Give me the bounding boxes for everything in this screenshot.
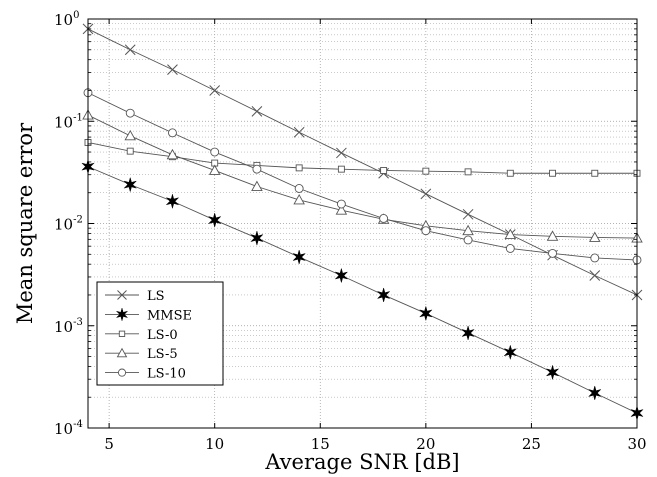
legend-label: LS xyxy=(147,289,165,304)
data-point-ls xyxy=(462,208,474,220)
y-tick-label: 10-1 xyxy=(54,112,83,131)
data-point-ls-5 xyxy=(462,224,474,236)
data-point-ls xyxy=(251,105,263,117)
data-point-mmse xyxy=(545,364,560,381)
legend-entry: MMSE xyxy=(105,307,192,323)
data-point-ls-5 xyxy=(504,228,517,239)
series-line-ls-10 xyxy=(87,92,638,261)
data-point-ls xyxy=(209,85,221,96)
data-point-ls-10 xyxy=(252,164,262,174)
series-line-mmse xyxy=(87,166,638,414)
y-tick-label: 10-4 xyxy=(54,419,83,438)
data-point-ls-10 xyxy=(125,108,135,118)
y-axis-title: Mean square error xyxy=(13,122,37,324)
legend: LS MMSE LS-0 LS-5 LS-10 xyxy=(96,281,224,386)
x-axis-title: Average SNR [dB] xyxy=(264,450,459,474)
data-point-mmse xyxy=(418,305,433,322)
data-point-mmse xyxy=(292,249,307,265)
data-point-ls-0 xyxy=(422,167,430,175)
data-point-ls-5 xyxy=(589,231,601,242)
legend-label: LS-0 xyxy=(147,328,178,343)
data-point-ls-10 xyxy=(463,235,473,245)
series-line-ls xyxy=(87,28,638,296)
data-point-ls xyxy=(124,44,136,56)
legend-marker xyxy=(115,307,129,322)
x-tick-label: 30 xyxy=(627,435,646,453)
y-tick-label: 10-2 xyxy=(54,215,83,234)
data-point-ls-0 xyxy=(295,164,303,172)
data-point-mmse xyxy=(165,193,180,210)
data-point-mmse xyxy=(587,385,602,401)
legend-label: MMSE xyxy=(147,308,192,323)
data-point-mmse xyxy=(250,230,264,247)
legend-marker xyxy=(118,330,126,337)
legend-entry: LS-5 xyxy=(105,347,178,362)
legend-entry: LS-0 xyxy=(105,328,178,343)
x-tick-label: 20 xyxy=(416,435,435,453)
legend-entry: LS xyxy=(105,289,165,304)
data-point-mmse xyxy=(376,287,391,303)
data-point-ls-10 xyxy=(421,226,431,236)
data-point-mmse xyxy=(123,176,138,193)
data-point-mmse xyxy=(334,267,349,284)
data-point-ls-10 xyxy=(590,253,600,263)
data-point-ls-5 xyxy=(546,230,559,241)
legend-label: LS-5 xyxy=(147,347,178,362)
data-point-ls xyxy=(336,147,347,159)
data-point-ls-5 xyxy=(166,148,179,160)
legend-marker xyxy=(117,368,127,377)
data-point-ls-5 xyxy=(208,164,221,175)
series-ls-5 xyxy=(82,109,643,243)
series-layer xyxy=(81,23,644,422)
x-tick-label: 15 xyxy=(311,435,330,453)
data-point-ls-10 xyxy=(294,184,304,193)
data-point-ls-5 xyxy=(335,204,348,215)
data-point-ls-0 xyxy=(380,167,388,174)
data-point-mmse xyxy=(503,344,518,361)
data-point-ls-10 xyxy=(548,248,557,258)
legend-marker xyxy=(117,290,127,300)
data-point-ls-0 xyxy=(464,168,472,176)
data-point-ls-0 xyxy=(126,147,134,155)
legend-marker xyxy=(116,347,128,358)
data-point-ls-5 xyxy=(251,180,263,191)
y-tick-label: 100 xyxy=(54,10,79,29)
data-point-ls-0 xyxy=(337,165,345,173)
data-point-ls-10 xyxy=(336,199,346,209)
data-point-ls-10 xyxy=(379,214,389,223)
x-tick-label: 10 xyxy=(205,435,224,453)
data-point-ls-5 xyxy=(293,194,305,205)
data-point-ls xyxy=(589,270,601,281)
data-point-ls-10 xyxy=(168,128,177,138)
data-point-mmse xyxy=(461,325,475,341)
series-line-ls-5 xyxy=(87,114,638,239)
x-tick-label: 5 xyxy=(104,435,114,453)
data-point-ls-10 xyxy=(210,147,220,157)
legend-label: LS-10 xyxy=(147,367,186,382)
data-point-ls xyxy=(167,64,178,75)
data-point-ls xyxy=(420,188,432,200)
x-tick-label: 25 xyxy=(522,435,541,453)
data-point-ls-0 xyxy=(591,169,599,177)
series-ls-10 xyxy=(83,88,642,265)
data-point-ls-5 xyxy=(124,129,136,141)
y-tick-label: 10-3 xyxy=(54,317,83,336)
data-point-ls xyxy=(293,126,305,138)
ticks: 5 10 15 20 25 30 10-4 10-3 10-2 10-1 100 xyxy=(54,10,647,453)
legend-entry: LS-10 xyxy=(105,367,186,382)
data-point-ls-0 xyxy=(549,169,556,177)
data-point-mmse xyxy=(207,212,222,229)
data-point-ls-10 xyxy=(505,244,515,253)
data-point-ls-0 xyxy=(506,169,514,177)
